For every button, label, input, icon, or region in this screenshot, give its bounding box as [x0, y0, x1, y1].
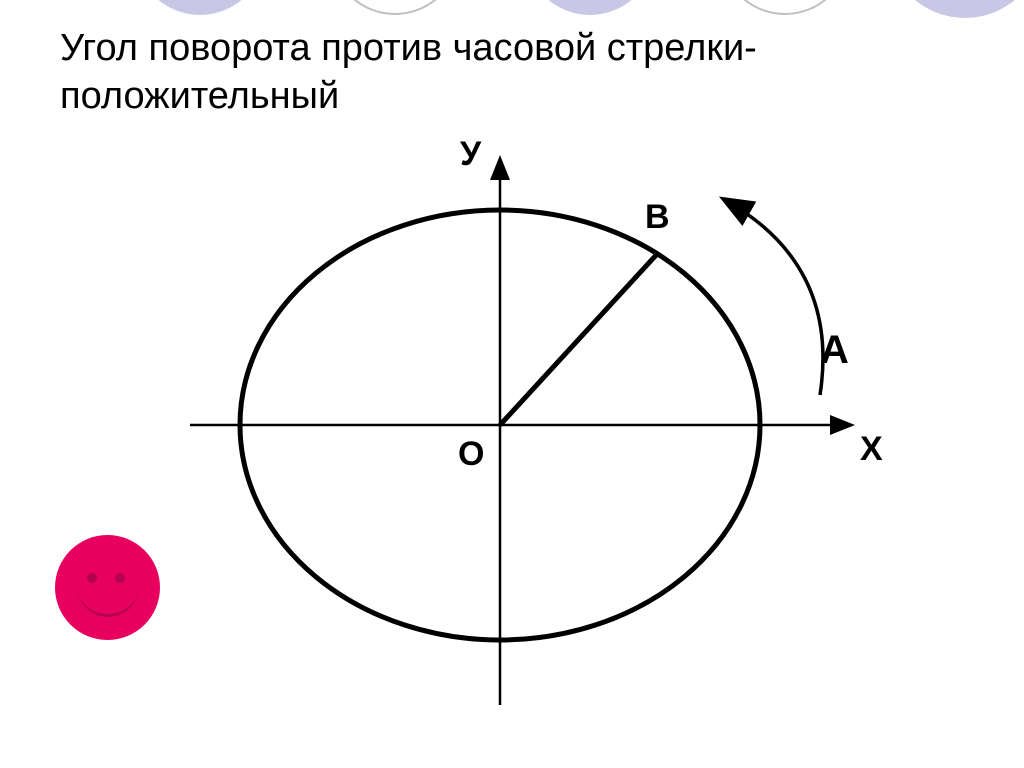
smiley-face-icon — [55, 535, 160, 640]
point-b-label: В — [645, 198, 670, 237]
rotation-arrow — [725, 200, 823, 395]
smiley-mouth — [77, 585, 139, 617]
decorative-circle — [330, 0, 460, 15]
x-axis-label: Х — [860, 430, 883, 469]
title-line-1: Угол поворота против часовой стрелки- — [60, 27, 757, 69]
y-axis-label: У — [460, 135, 481, 174]
point-a-label: А — [820, 328, 849, 373]
decorative-circle — [887, 0, 1024, 18]
radius-ob — [500, 253, 658, 425]
diagram-svg — [180, 145, 860, 725]
smiley-eye-left — [87, 573, 97, 583]
rotation-diagram: У Х О А В — [180, 145, 820, 705]
origin-label: О — [458, 435, 484, 474]
decorative-circle — [135, 0, 265, 15]
title-line-2: положительный — [60, 75, 339, 117]
smiley-eye-right — [115, 573, 125, 583]
slide-title: Угол поворота против часовой стрелки- по… — [60, 25, 757, 120]
decorative-circle — [525, 0, 655, 15]
decorative-circle — [720, 0, 850, 15]
